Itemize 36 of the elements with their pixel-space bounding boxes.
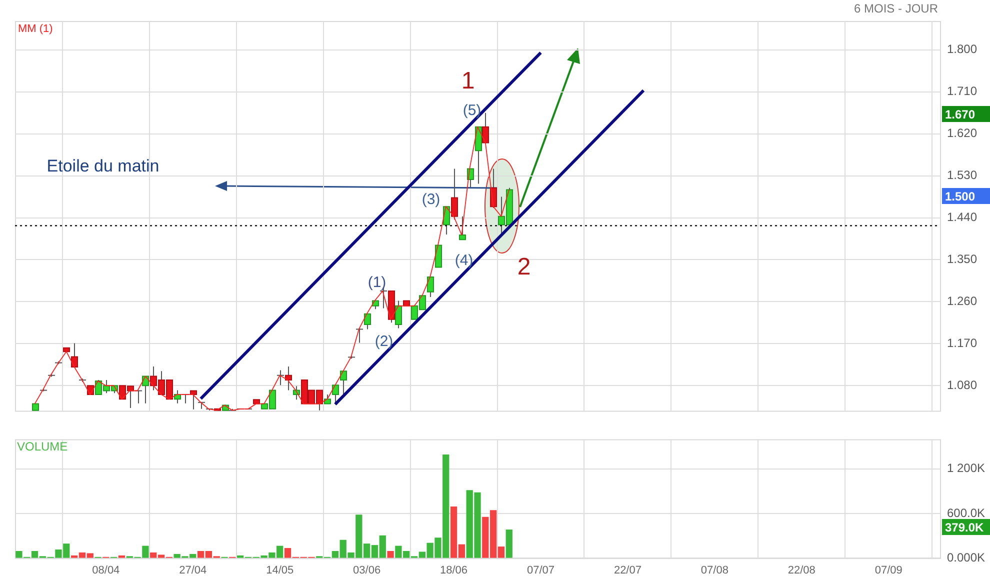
- x-tick-label: 07/09: [874, 564, 902, 577]
- annotation: 1: [461, 68, 475, 95]
- y-tick-label: 1.800: [947, 42, 978, 56]
- x-tick-label: 22/07: [614, 564, 642, 577]
- y-tick-label: 0.000K: [947, 550, 986, 564]
- x-tick-label: 08/04: [92, 564, 120, 577]
- annotation: (3): [422, 191, 440, 208]
- annotation: (5): [462, 102, 482, 120]
- y-tick-label: 1.530: [947, 168, 978, 182]
- text: 1.670: [945, 107, 976, 122]
- annotation: (1): [368, 274, 386, 292]
- text: 1.500: [945, 189, 976, 204]
- y-tick-label: 1.170: [947, 336, 978, 350]
- chart-title: VOLUME: [17, 440, 68, 454]
- annotation: (2): [374, 333, 394, 350]
- x-tick-label: 22/08: [788, 564, 816, 577]
- x-tick-label: 27/04: [179, 564, 207, 577]
- y-tick-label: 1 200K: [947, 461, 986, 476]
- x-tick-label: 18/06: [440, 564, 468, 577]
- text: MM (1): [18, 23, 53, 36]
- y-tick-label: 1.260: [947, 294, 978, 308]
- text: 379.0K: [945, 520, 984, 534]
- chart-subtitle: 6 MOIS - JOUR: [854, 1, 938, 16]
- y-tick-label: 600.0K: [947, 506, 986, 520]
- y-tick-label: 1.620: [947, 126, 978, 140]
- annotation: 2: [517, 254, 531, 281]
- y-tick-label: 1.440: [947, 210, 978, 224]
- annotation: (4): [454, 252, 474, 270]
- x-tick-label: 03/06: [353, 564, 381, 577]
- y-tick-label: 1.080: [947, 378, 978, 392]
- x-tick-label: 07/07: [526, 564, 555, 577]
- annotation: Etoile du matin: [46, 156, 160, 176]
- x-tick-label: 14/05: [266, 564, 294, 577]
- x-tick-label: 07/08: [700, 564, 728, 577]
- y-tick-label: 1.710: [947, 84, 978, 98]
- y-tick-label: 1.350: [947, 252, 978, 266]
